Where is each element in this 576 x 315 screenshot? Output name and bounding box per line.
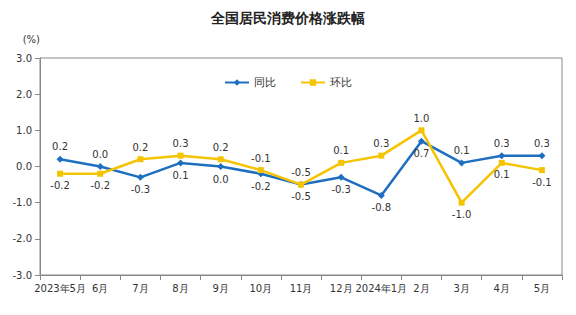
svg-text:4月: 4月 (494, 283, 510, 294)
svg-text:1.0: 1.0 (16, 125, 32, 136)
svg-text:-0.5: -0.5 (291, 191, 311, 202)
svg-text:环比: 环比 (330, 76, 352, 89)
svg-text:同比: 同比 (254, 76, 276, 89)
svg-text:0.3: 0.3 (534, 138, 550, 149)
svg-text:3.0: 3.0 (16, 53, 32, 64)
svg-text:2.0: 2.0 (16, 89, 32, 100)
svg-text:-0.8: -0.8 (372, 202, 392, 213)
svg-text:-0.2: -0.2 (50, 180, 70, 191)
svg-text:12月: 12月 (330, 283, 353, 294)
svg-text:-1.0: -1.0 (452, 209, 472, 220)
svg-text:5月: 5月 (534, 283, 550, 294)
svg-text:11月: 11月 (290, 283, 313, 294)
svg-text:0.2: 0.2 (213, 142, 229, 153)
svg-text:-0.2: -0.2 (90, 180, 110, 191)
svg-text:-1.0: -1.0 (12, 197, 32, 208)
svg-text:0.3: 0.3 (373, 138, 389, 149)
svg-text:3月: 3月 (453, 283, 469, 294)
svg-text:0.2: 0.2 (52, 141, 68, 152)
svg-text:2023年5月: 2023年5月 (34, 283, 86, 294)
svg-text:-0.5: -0.5 (291, 167, 311, 178)
svg-text:0.2: 0.2 (132, 142, 148, 153)
svg-text:0.3: 0.3 (494, 138, 510, 149)
svg-text:0.1: 0.1 (454, 145, 470, 156)
svg-text:2024年1月: 2024年1月 (355, 283, 407, 294)
svg-text:6月: 6月 (92, 283, 108, 294)
svg-text:-0.2: -0.2 (251, 181, 271, 192)
svg-text:10月: 10月 (249, 283, 272, 294)
svg-text:8月: 8月 (172, 283, 188, 294)
svg-text:(%): (%) (23, 34, 40, 45)
svg-text:0.7: 0.7 (414, 148, 430, 159)
svg-text:9月: 9月 (213, 283, 229, 294)
svg-text:0.1: 0.1 (173, 170, 189, 181)
svg-text:0.1: 0.1 (333, 145, 349, 156)
svg-text:-0.3: -0.3 (331, 184, 351, 195)
svg-text:0.0: 0.0 (213, 174, 229, 185)
svg-text:0.1: 0.1 (494, 169, 510, 180)
svg-text:0.0: 0.0 (92, 149, 108, 160)
svg-text:-0.3: -0.3 (131, 184, 151, 195)
svg-text:-0.1: -0.1 (532, 177, 552, 188)
svg-text:1.0: 1.0 (414, 113, 430, 124)
svg-text:2月: 2月 (413, 283, 429, 294)
svg-text:0.3: 0.3 (173, 138, 189, 149)
svg-text:7月: 7月 (132, 283, 148, 294)
svg-text:-3.0: -3.0 (12, 270, 32, 281)
svg-text:-2.0: -2.0 (12, 233, 32, 244)
svg-text:0.0: 0.0 (16, 161, 32, 172)
svg-text:全国居民消费价格涨跌幅: 全国居民消费价格涨跌幅 (210, 10, 365, 26)
svg-text:-0.1: -0.1 (251, 153, 271, 164)
